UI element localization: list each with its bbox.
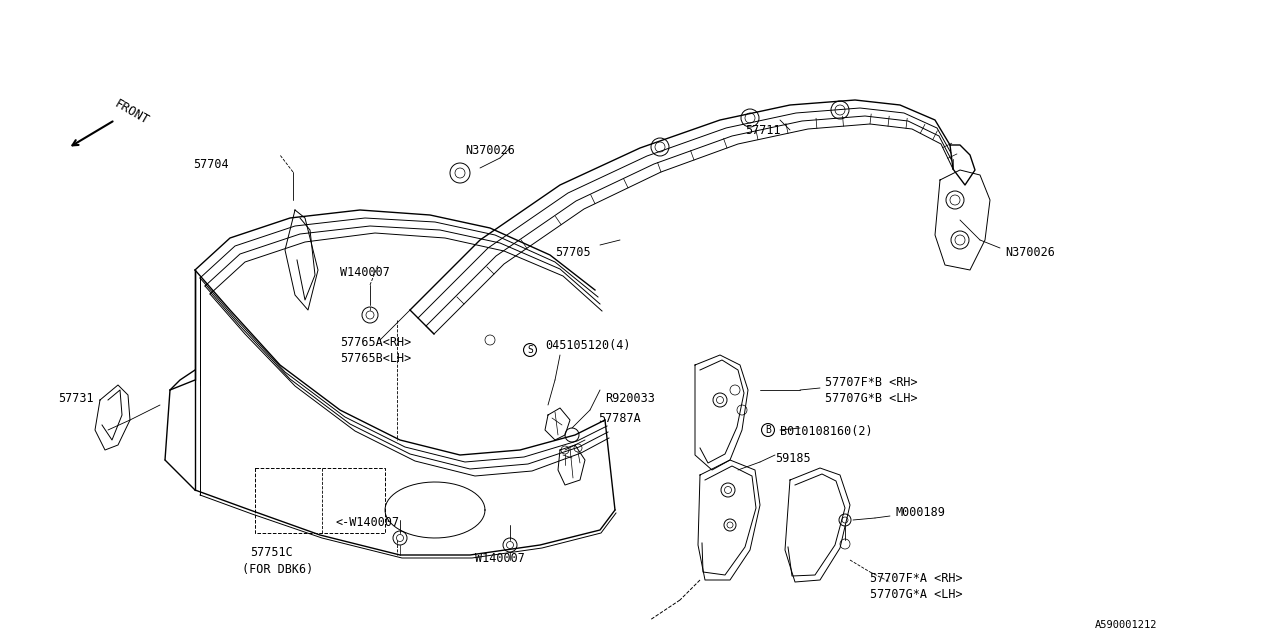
Text: 57707F*A <RH>: 57707F*A <RH> xyxy=(870,572,963,584)
Text: 57765B<LH>: 57765B<LH> xyxy=(340,351,411,365)
Bar xyxy=(255,468,385,533)
Text: M000189: M000189 xyxy=(895,506,945,518)
Text: FRONT: FRONT xyxy=(113,97,151,127)
Text: 59185: 59185 xyxy=(774,451,810,465)
Text: B: B xyxy=(765,425,771,435)
Text: 57704: 57704 xyxy=(193,159,229,172)
Text: 045105120(4): 045105120(4) xyxy=(545,339,631,351)
Text: 57707F*B <RH>: 57707F*B <RH> xyxy=(826,376,918,388)
Text: 57707G*B <LH>: 57707G*B <LH> xyxy=(826,392,918,404)
Text: N370026: N370026 xyxy=(1005,246,1055,259)
Text: 57751C: 57751C xyxy=(250,545,293,559)
Text: 57705: 57705 xyxy=(556,246,590,259)
Text: S: S xyxy=(527,345,532,355)
Text: (FOR DBK6): (FOR DBK6) xyxy=(242,563,314,577)
Text: <-W140007: <-W140007 xyxy=(335,515,399,529)
Text: A590001212: A590001212 xyxy=(1094,620,1157,630)
Text: W140007: W140007 xyxy=(475,552,525,564)
Text: 57731: 57731 xyxy=(58,392,93,404)
Text: R920033: R920033 xyxy=(605,392,655,404)
Text: 57711: 57711 xyxy=(745,124,781,136)
Text: N370026: N370026 xyxy=(465,143,515,157)
Text: 57707G*A <LH>: 57707G*A <LH> xyxy=(870,588,963,600)
Text: B010108160(2): B010108160(2) xyxy=(780,426,873,438)
Text: W140007: W140007 xyxy=(340,266,390,278)
Text: 57765A<RH>: 57765A<RH> xyxy=(340,335,411,349)
Text: 57787A: 57787A xyxy=(598,412,641,424)
